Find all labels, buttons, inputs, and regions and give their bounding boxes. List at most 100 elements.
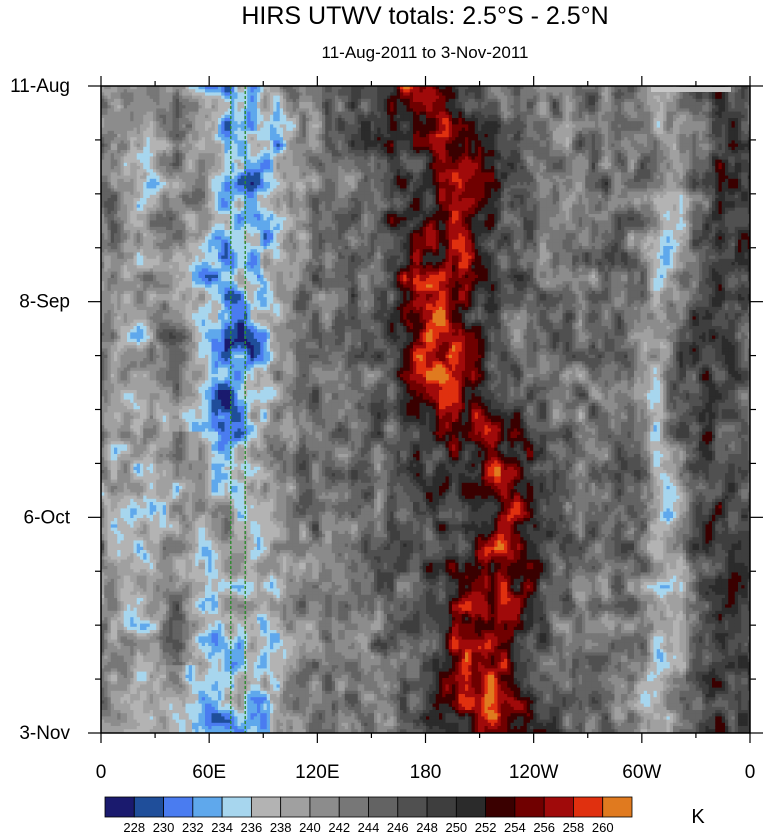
heatmap-cell bbox=[166, 303, 170, 308]
heatmap-cell bbox=[166, 502, 170, 506]
heatmap-cell bbox=[136, 246, 141, 250]
heatmap-cell bbox=[104, 553, 108, 557]
heatmap-cell bbox=[127, 86, 131, 90]
heatmap-cell bbox=[123, 210, 128, 215]
heatmap-cell bbox=[153, 169, 157, 173]
heatmap-cell bbox=[149, 258, 154, 263]
heatmap-cell bbox=[114, 127, 118, 132]
heatmap-cell bbox=[166, 460, 170, 464]
heatmap-cell bbox=[114, 457, 118, 461]
heatmap-cell bbox=[130, 598, 134, 602]
heatmap-cell bbox=[140, 92, 144, 96]
heatmap-cell bbox=[104, 588, 108, 592]
heatmap-cell bbox=[153, 562, 157, 567]
heatmap-cell bbox=[153, 294, 157, 298]
heatmap-cell bbox=[143, 636, 147, 640]
heatmap-cell bbox=[153, 575, 157, 580]
heatmap-cell bbox=[107, 713, 112, 717]
heatmap-cell bbox=[149, 665, 154, 669]
heatmap-cell bbox=[130, 210, 134, 215]
heatmap-cell bbox=[123, 390, 128, 394]
heatmap-cell bbox=[153, 185, 157, 189]
heatmap-cell bbox=[149, 598, 154, 602]
heatmap-cell bbox=[146, 326, 151, 330]
heatmap-cell bbox=[153, 287, 157, 292]
heatmap-cell bbox=[159, 367, 164, 372]
heatmap-cell bbox=[101, 418, 105, 423]
heatmap-cell bbox=[101, 290, 105, 295]
heatmap-cell bbox=[166, 105, 170, 109]
heatmap-cell bbox=[101, 406, 105, 410]
heatmap-cell bbox=[179, 274, 183, 279]
heatmap-cell bbox=[123, 646, 128, 650]
heatmap-cell bbox=[101, 265, 105, 269]
heatmap-cell bbox=[179, 313, 183, 317]
heatmap-cell bbox=[156, 601, 160, 605]
heatmap-cell bbox=[169, 207, 173, 212]
heatmap-cell bbox=[120, 572, 125, 576]
heatmap-cell bbox=[101, 175, 105, 180]
heatmap-cell bbox=[130, 105, 134, 109]
heatmap-cell bbox=[127, 226, 131, 231]
heatmap-cell bbox=[120, 380, 125, 384]
heatmap-cell bbox=[146, 86, 151, 90]
heatmap-cell bbox=[146, 127, 151, 132]
heatmap-cell bbox=[162, 489, 167, 493]
heatmap-cell bbox=[172, 287, 177, 292]
heatmap-cell bbox=[175, 95, 180, 100]
heatmap-cell bbox=[149, 175, 154, 180]
heatmap-cell bbox=[143, 674, 147, 679]
heatmap-cell bbox=[104, 534, 108, 538]
heatmap-cell bbox=[114, 252, 118, 256]
heatmap-cell bbox=[149, 639, 154, 644]
heatmap-cell bbox=[153, 466, 157, 471]
heatmap-cell bbox=[166, 598, 170, 602]
heatmap-cell bbox=[117, 601, 121, 605]
heatmap-cell bbox=[101, 102, 105, 106]
heatmap-cell bbox=[175, 255, 180, 260]
heatmap-cell bbox=[175, 377, 180, 381]
heatmap-cell bbox=[149, 281, 154, 285]
heatmap-cell bbox=[153, 505, 157, 509]
heatmap-cell bbox=[175, 575, 180, 580]
heatmap-cell bbox=[169, 540, 173, 544]
heatmap-cell bbox=[169, 134, 173, 138]
heatmap-cell bbox=[117, 716, 121, 720]
heatmap-cell bbox=[166, 223, 170, 228]
heatmap-cell bbox=[114, 191, 118, 196]
heatmap-cell bbox=[146, 370, 151, 375]
heatmap-cell bbox=[104, 252, 108, 256]
heatmap-cell bbox=[107, 614, 112, 618]
heatmap-cell bbox=[166, 306, 170, 311]
heatmap-cell bbox=[104, 441, 108, 445]
heatmap-cell bbox=[107, 662, 112, 666]
heatmap-cell bbox=[153, 556, 157, 560]
heatmap-cell bbox=[101, 614, 105, 618]
heatmap-cell bbox=[146, 454, 151, 458]
heatmap-cell bbox=[153, 223, 157, 228]
heatmap-cell bbox=[123, 559, 128, 564]
heatmap-cell bbox=[153, 470, 157, 474]
heatmap-cell bbox=[101, 214, 105, 218]
heatmap-cell bbox=[175, 722, 180, 727]
heatmap-cell bbox=[117, 511, 121, 516]
heatmap-cell bbox=[140, 367, 144, 372]
heatmap-cell bbox=[169, 300, 173, 304]
heatmap-cell bbox=[110, 566, 115, 570]
heatmap-cell bbox=[114, 153, 118, 157]
heatmap-cell bbox=[101, 223, 105, 228]
heatmap-cell bbox=[114, 242, 118, 247]
heatmap-cell bbox=[107, 598, 112, 602]
heatmap-cell bbox=[140, 111, 144, 116]
heatmap-cell bbox=[114, 710, 118, 714]
heatmap-cell bbox=[110, 108, 115, 112]
heatmap-cell bbox=[127, 332, 131, 336]
heatmap-cell bbox=[156, 162, 160, 167]
heatmap-cell bbox=[136, 441, 141, 445]
heatmap-cell bbox=[143, 207, 147, 212]
heatmap-cell bbox=[169, 639, 173, 644]
heatmap-cell bbox=[140, 450, 144, 455]
heatmap-cell bbox=[104, 617, 108, 621]
heatmap-cell bbox=[149, 146, 154, 151]
heatmap-cell bbox=[146, 383, 151, 388]
